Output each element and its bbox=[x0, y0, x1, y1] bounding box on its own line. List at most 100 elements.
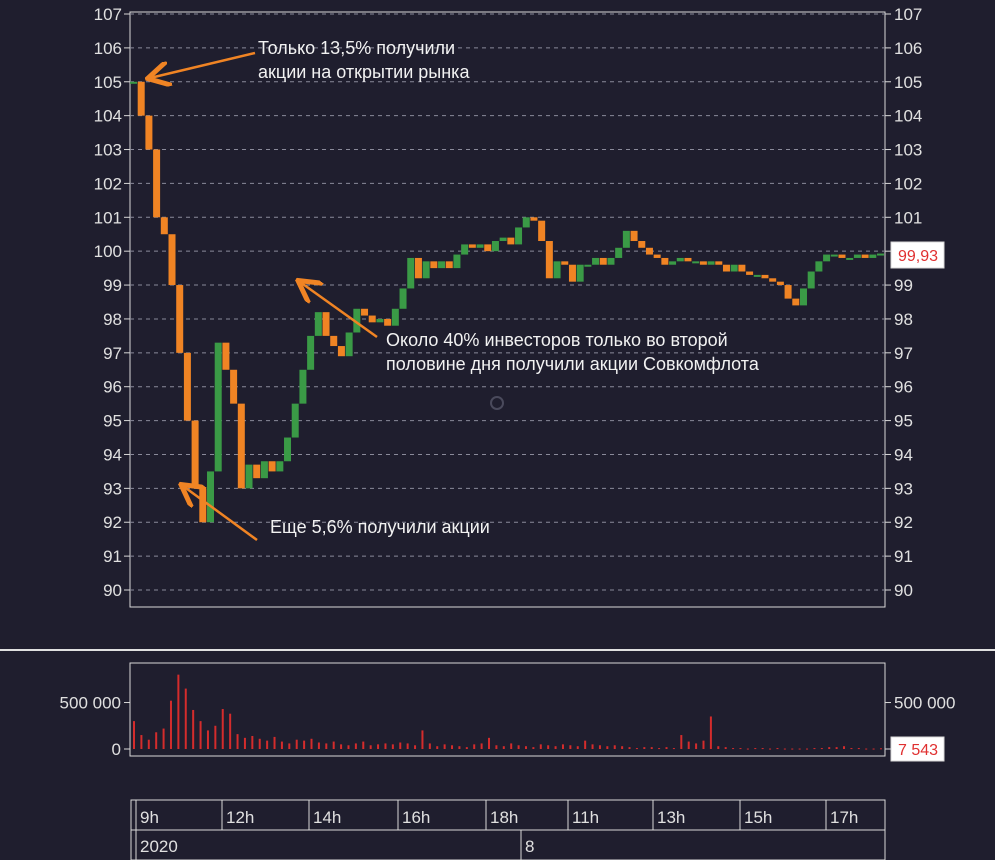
volume-bar bbox=[414, 745, 417, 749]
time-tick-label: 13h bbox=[657, 808, 685, 827]
candle bbox=[645, 247, 653, 255]
volume-bar bbox=[162, 728, 165, 749]
candle bbox=[384, 318, 392, 326]
candle bbox=[730, 264, 738, 272]
volume-bar bbox=[643, 747, 646, 749]
volume-bar bbox=[280, 741, 283, 749]
candle bbox=[391, 308, 399, 326]
candle bbox=[445, 261, 453, 269]
candle bbox=[353, 308, 361, 333]
price-left-tick-label: 92 bbox=[103, 513, 122, 532]
candle bbox=[130, 81, 137, 84]
candle bbox=[784, 285, 792, 299]
price-right-tick-label: 97 bbox=[894, 344, 913, 363]
volume-bar bbox=[695, 743, 698, 749]
volume-bar bbox=[828, 747, 831, 749]
candle bbox=[561, 261, 569, 265]
candle bbox=[268, 461, 276, 472]
candle bbox=[345, 332, 353, 357]
candle bbox=[776, 281, 784, 286]
candle bbox=[807, 271, 815, 289]
price-left-tick-label: 103 bbox=[94, 141, 122, 160]
candle bbox=[622, 230, 630, 248]
volume-bar bbox=[724, 747, 727, 749]
volume-bar bbox=[332, 741, 335, 749]
candle bbox=[361, 308, 369, 316]
volume-axis: 0 500 000 500 000 bbox=[60, 694, 956, 759]
volume-bar bbox=[872, 748, 875, 750]
time-tick-label: 17h bbox=[830, 808, 858, 827]
volume-bar bbox=[192, 709, 195, 749]
candle bbox=[507, 237, 515, 245]
volume-bar bbox=[621, 746, 624, 749]
price-left-axis: 90 91 92 93 94 95 96 97 98 99 100 101 102 103 104 105 10… bbox=[94, 5, 130, 600]
volume-bar bbox=[576, 746, 579, 749]
volume-bar bbox=[399, 742, 402, 749]
candle bbox=[753, 274, 761, 277]
volume-bar bbox=[761, 748, 764, 750]
volume-bar bbox=[680, 735, 683, 749]
volume-bar bbox=[650, 747, 653, 749]
volume-bar bbox=[229, 713, 232, 749]
volume-right-tick-label: 500 000 bbox=[894, 694, 955, 713]
candle bbox=[153, 149, 161, 218]
candle bbox=[676, 257, 684, 262]
volume-bar bbox=[184, 688, 187, 749]
candle bbox=[199, 488, 207, 523]
candle bbox=[799, 288, 807, 306]
candle bbox=[653, 254, 661, 258]
price-left-tick-label: 94 bbox=[103, 445, 122, 464]
candle bbox=[276, 461, 284, 472]
volume-bar bbox=[843, 746, 846, 749]
volume-bar bbox=[465, 747, 468, 749]
candle bbox=[453, 254, 461, 269]
candle bbox=[545, 241, 553, 279]
period-label: 8 bbox=[525, 837, 534, 856]
price-right-tick-label: 101 bbox=[894, 208, 922, 227]
volume-bar bbox=[428, 743, 431, 749]
volume-bar bbox=[406, 743, 409, 749]
volume-bar bbox=[354, 743, 357, 749]
volume-bar bbox=[857, 748, 860, 750]
price-right-tick-label: 104 bbox=[894, 107, 922, 126]
volume-bar bbox=[835, 747, 838, 749]
candle bbox=[692, 261, 700, 264]
candle bbox=[599, 257, 607, 265]
volume-bar bbox=[732, 748, 735, 750]
price-left-tick-label: 98 bbox=[103, 310, 122, 329]
candle bbox=[638, 241, 646, 248]
price-left-tick-label: 100 bbox=[94, 242, 122, 261]
volume-bar bbox=[665, 747, 668, 749]
last-price-box: 99,93 bbox=[890, 241, 945, 269]
candle bbox=[515, 227, 523, 245]
volume-bar bbox=[502, 746, 505, 749]
volume-bar bbox=[206, 730, 209, 749]
candle bbox=[137, 81, 145, 116]
price-right-tick-label: 103 bbox=[894, 141, 922, 160]
candle bbox=[699, 261, 707, 265]
candle bbox=[576, 264, 584, 282]
volume-bar bbox=[635, 748, 638, 750]
price-right-tick-label: 107 bbox=[894, 5, 922, 24]
candle bbox=[815, 261, 823, 272]
volume-bar bbox=[717, 746, 720, 749]
annotation-text: Только 13,5% получили bbox=[258, 38, 455, 58]
candle bbox=[684, 257, 692, 262]
price-left-tick-label: 107 bbox=[94, 5, 122, 24]
volume-bar bbox=[547, 745, 550, 749]
volume-bar bbox=[672, 748, 675, 750]
candle bbox=[715, 261, 723, 265]
candle bbox=[461, 244, 469, 255]
volume-bar bbox=[488, 737, 491, 749]
volume-left-tick-label: 500 000 bbox=[60, 694, 121, 713]
volume-bar bbox=[658, 748, 661, 750]
watermark-icon bbox=[490, 396, 504, 410]
volume-bar bbox=[340, 744, 343, 749]
volume-bar bbox=[288, 743, 291, 749]
price-left-tick-label: 104 bbox=[94, 107, 122, 126]
time-tick-label: 18h bbox=[490, 808, 518, 827]
candle bbox=[337, 346, 345, 357]
candle bbox=[438, 261, 446, 269]
price-right-tick-label: 98 bbox=[894, 310, 913, 329]
candle bbox=[407, 257, 415, 289]
